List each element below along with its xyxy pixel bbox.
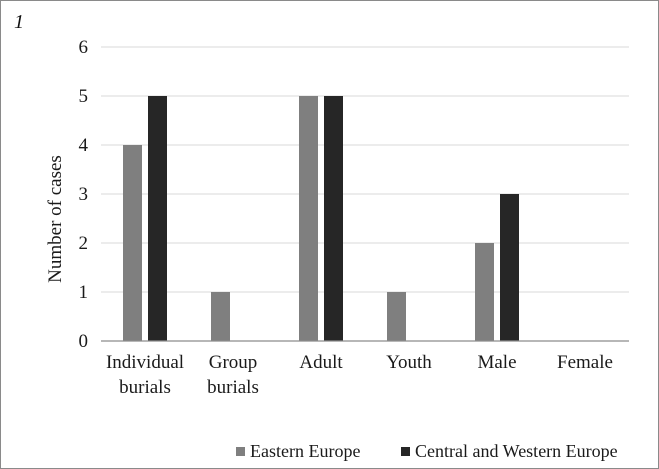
bar xyxy=(475,243,494,341)
legend-swatch xyxy=(236,447,245,456)
x-tick-label: Female xyxy=(557,352,613,373)
x-tick-label: Male xyxy=(477,352,516,373)
y-tick-label: 6 xyxy=(79,37,89,58)
bar xyxy=(299,96,318,341)
y-tick-label: 4 xyxy=(79,135,89,156)
x-tick-label: burials xyxy=(119,377,171,398)
y-tick-label: 5 xyxy=(79,86,89,107)
bar xyxy=(324,96,343,341)
legend: Eastern Europe Central and Western Europe xyxy=(236,441,618,461)
y-tick-label: 3 xyxy=(79,184,89,205)
gridlines xyxy=(101,46,629,293)
legend-label: Central and Western Europe xyxy=(415,441,618,461)
x-tick-label: Group xyxy=(209,352,258,373)
bar xyxy=(148,96,167,341)
bar xyxy=(123,145,142,341)
bar xyxy=(500,194,519,341)
legend-label: Eastern Europe xyxy=(250,441,360,461)
y-tick-label: 1 xyxy=(79,282,89,303)
x-tick-label: Individual xyxy=(106,352,184,373)
y-axis-label: Number of cases xyxy=(45,155,66,283)
x-axis-ticks: Individual burials Group burials Adult Youth M… xyxy=(106,352,613,398)
y-tick-label: 2 xyxy=(79,233,89,254)
legend-swatch xyxy=(401,447,410,456)
bar xyxy=(387,292,406,341)
panel-label: 1 xyxy=(14,11,24,33)
x-tick-label: Youth xyxy=(386,352,432,373)
x-tick-label: burials xyxy=(207,377,259,398)
x-tick-label: Adult xyxy=(299,352,343,373)
y-tick-label: 0 xyxy=(79,331,89,352)
bar xyxy=(211,292,230,341)
y-axis-ticks: 0 1 2 3 4 5 6 xyxy=(79,37,89,352)
bars xyxy=(123,96,519,341)
